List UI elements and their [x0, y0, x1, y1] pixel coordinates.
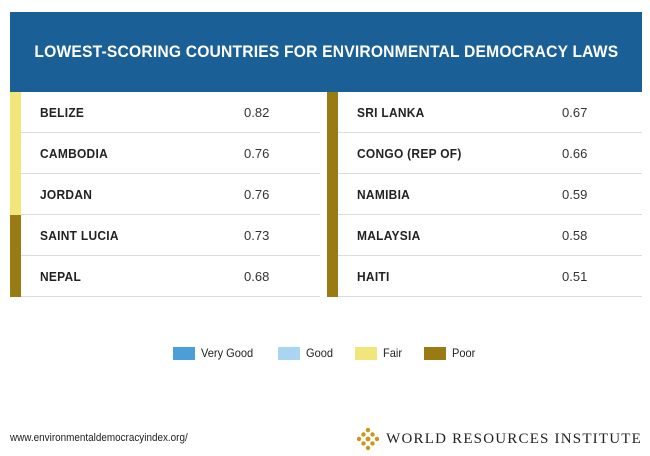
table-row: SRI LANKA 0.67: [327, 92, 642, 133]
country-name: SAINT LUCIA: [40, 228, 119, 243]
country-name: NAMIBIA: [357, 187, 411, 202]
legend-swatch: [277, 346, 300, 360]
table-row: HAITI 0.51: [327, 256, 642, 297]
country-score: 0.51: [562, 269, 588, 284]
country-score: 0.66: [562, 146, 588, 161]
table-row: SAINT LUCIA 0.73: [10, 215, 320, 256]
legend-item: Fair: [355, 346, 404, 360]
wri-name: WORLD RESOURCES INSTITUTE: [386, 430, 642, 447]
table-row: NEPAL 0.68: [10, 256, 320, 297]
country-score: 0.76: [244, 187, 270, 202]
legend-item: Very Good: [172, 346, 258, 360]
table-left-column: BELIZE 0.82 CAMBODIA 0.76 JORDAN 0.76 SAINT LU…: [10, 92, 320, 300]
legend-label: Poor: [451, 346, 476, 360]
country-score: 0.58: [562, 228, 588, 243]
country-name: SRI LANKA: [357, 105, 425, 120]
table-row: NAMIBIA 0.59: [327, 174, 642, 215]
table-row: MALAYSIA 0.58: [327, 215, 642, 256]
rating-bar: [10, 92, 21, 133]
legend-swatch: [355, 346, 378, 360]
footer-url[interactable]: www.environmentaldemocracyindex.org/: [10, 432, 188, 444]
chart-header: LOWEST-SCORING COUNTRIES FOR ENVIRONMENT…: [10, 12, 642, 92]
country-score: 0.82: [244, 105, 270, 120]
country-name: CAMBODIA: [40, 146, 108, 161]
table-row: BELIZE 0.82: [10, 92, 320, 133]
legend-item: Good: [277, 346, 335, 360]
legend: Very Good Good Fair Poor: [0, 344, 650, 362]
country-name: MALAYSIA: [357, 228, 421, 243]
rating-bar: [327, 215, 338, 256]
legend-swatch: [423, 346, 446, 360]
country-name: NEPAL: [40, 269, 82, 284]
wri-logo-icon: [356, 427, 380, 451]
legend-swatch: [172, 346, 195, 360]
country-score: 0.68: [244, 269, 270, 284]
legend-label: Fair: [383, 346, 403, 360]
country-name: CONGO (REP OF): [357, 146, 462, 161]
country-name: HAITI: [357, 269, 390, 284]
legend-label: Very Good: [200, 346, 254, 360]
legend-label: Good: [305, 346, 333, 360]
rating-bar: [327, 256, 338, 297]
table-right-column: SRI LANKA 0.67 CONGO (REP OF) 0.66 NAMIBIA 0.…: [327, 92, 642, 300]
chart-title: LOWEST-SCORING COUNTRIES FOR ENVIRONMENT…: [34, 42, 618, 61]
rating-bar: [10, 174, 21, 215]
rating-bar: [10, 133, 21, 174]
country-score: 0.73: [244, 228, 270, 243]
rating-bar: [327, 174, 338, 215]
legend-item: Poor: [423, 346, 477, 360]
table-row: CONGO (REP OF) 0.66: [327, 133, 642, 174]
rating-bar: [327, 133, 338, 174]
wri-logo: WORLD RESOURCES INSTITUTE: [356, 427, 642, 451]
country-score: 0.76: [244, 146, 270, 161]
table-row: CAMBODIA 0.76: [10, 133, 320, 174]
country-score: 0.67: [562, 105, 588, 120]
rating-bar: [327, 92, 338, 133]
country-name: BELIZE: [40, 105, 85, 120]
table-row: JORDAN 0.76: [10, 174, 320, 215]
country-name: JORDAN: [40, 187, 93, 202]
rating-bar: [10, 256, 21, 297]
country-score: 0.59: [562, 187, 588, 202]
rating-bar: [10, 215, 21, 256]
